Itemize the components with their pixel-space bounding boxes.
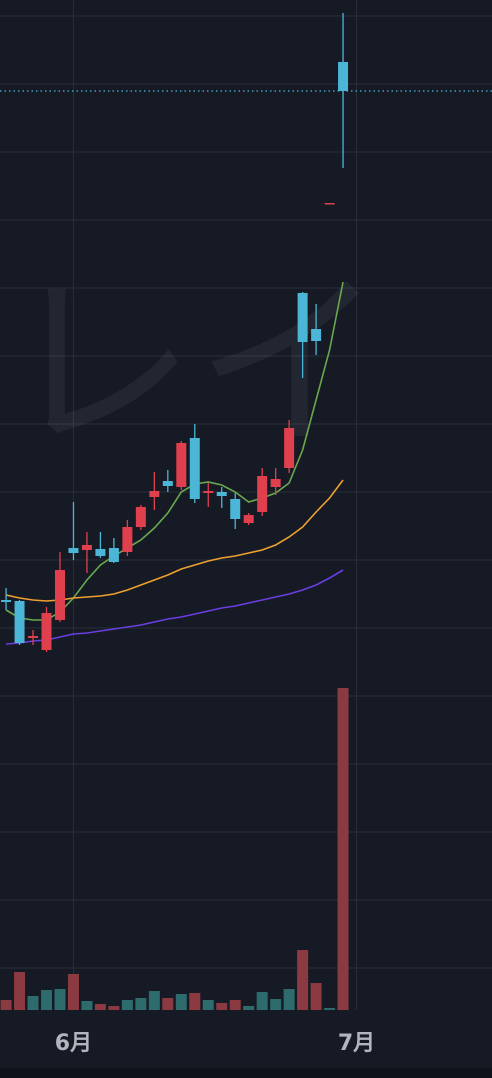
candle-body: [68, 548, 79, 553]
candle-body: [189, 438, 200, 499]
grid: [0, 15, 492, 969]
volume-bar: [94, 1004, 106, 1010]
volume-bar: [337, 688, 349, 1010]
candle-body: [297, 293, 308, 342]
volume-bar: [202, 1000, 214, 1010]
volume-bar: [310, 983, 322, 1010]
candle-body: [95, 549, 106, 556]
candle-body: [1, 600, 12, 602]
candle-body: [135, 507, 146, 527]
candle-body: [28, 636, 39, 638]
candle-body: [270, 479, 281, 487]
candle-body: [230, 499, 241, 519]
volume-bar: [243, 1006, 255, 1010]
candle-body: [257, 476, 268, 512]
volume-bar: [41, 990, 53, 1010]
volume-bar: [175, 994, 187, 1010]
volume-bar: [229, 1000, 241, 1010]
candle-body: [149, 491, 160, 497]
candle-body: [176, 443, 187, 487]
bottom-strip: [0, 1068, 492, 1078]
volume-bar: [108, 1006, 120, 1010]
volume-bar: [27, 996, 39, 1010]
candle-body: [81, 545, 92, 550]
volume-bar: [67, 974, 79, 1010]
volume-bar: [189, 993, 201, 1010]
volume-bar: [270, 999, 282, 1010]
candle-body: [54, 570, 65, 620]
candle-body: [108, 548, 119, 562]
volume-bar: [14, 972, 26, 1010]
candle-body: [122, 527, 133, 552]
x-tick-label: 6月: [55, 1031, 92, 1056]
candle-body: [216, 492, 227, 496]
volume-bar: [162, 998, 174, 1010]
candle-body: [311, 329, 322, 341]
candle-body: [324, 203, 335, 205]
volume-bar: [324, 1008, 336, 1010]
volume-bar: [121, 1000, 133, 1010]
candle-body: [14, 601, 25, 643]
candle-body: [243, 515, 254, 523]
volume-bar: [256, 992, 268, 1010]
candle-body: [338, 62, 349, 91]
volume-bar: [283, 989, 295, 1010]
candle-body: [162, 481, 173, 486]
volume-bar: [135, 998, 147, 1010]
x-tick-label: 7月: [338, 1031, 375, 1056]
volume-bar: [0, 1000, 12, 1010]
volume-bar: [297, 950, 309, 1010]
volume-bar: [54, 989, 66, 1010]
volume-bar: [81, 1001, 93, 1010]
volume-bar: [216, 1003, 228, 1010]
candle-body: [203, 491, 214, 493]
candle-body: [41, 613, 52, 650]
candle-body: [284, 428, 295, 468]
moving-average: [6, 569, 344, 645]
volume-bar: [148, 991, 160, 1010]
